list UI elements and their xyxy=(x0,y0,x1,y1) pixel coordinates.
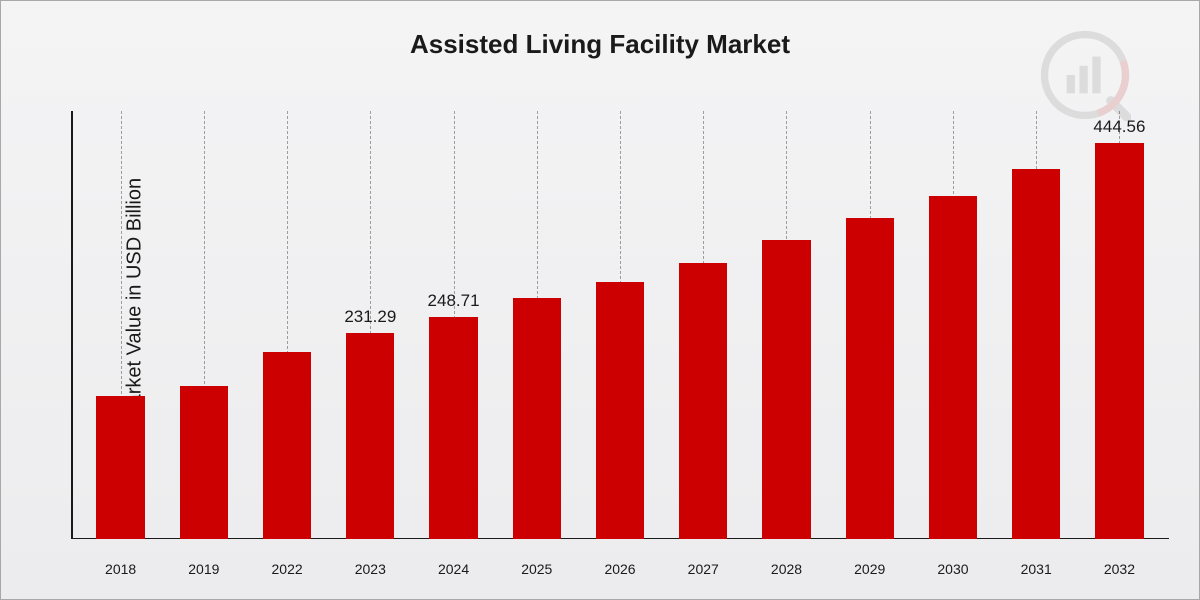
x-tick-label: 2030 xyxy=(911,561,994,577)
bar: 231.29 xyxy=(346,333,394,539)
bar xyxy=(263,352,311,539)
x-tick-label: 2031 xyxy=(995,561,1078,577)
bar xyxy=(513,298,561,539)
bar-slot xyxy=(495,111,578,539)
bar-slot xyxy=(662,111,745,539)
bar-slot xyxy=(245,111,328,539)
bar xyxy=(762,240,810,539)
bar-value-label: 248.71 xyxy=(428,291,480,311)
bar-slot xyxy=(828,111,911,539)
bar: 248.71 xyxy=(429,317,477,539)
bar-slot xyxy=(578,111,661,539)
bar-value-label: 444.56 xyxy=(1093,117,1145,137)
x-tick-label: 2022 xyxy=(245,561,328,577)
bar-slot xyxy=(745,111,828,539)
chart-title: Assisted Living Facility Market xyxy=(1,29,1199,60)
x-tick-label: 2024 xyxy=(412,561,495,577)
bar xyxy=(1012,169,1060,539)
bar-slot xyxy=(911,111,994,539)
bar xyxy=(96,396,144,539)
bar-slot: 444.56 xyxy=(1078,111,1161,539)
x-tick-label: 2032 xyxy=(1078,561,1161,577)
x-tick-label: 2018 xyxy=(79,561,162,577)
bar-slot xyxy=(162,111,245,539)
bar: 444.56 xyxy=(1095,143,1143,539)
x-tick-label: 2023 xyxy=(329,561,412,577)
bar xyxy=(929,196,977,539)
bar xyxy=(679,263,727,539)
x-tick-label: 2028 xyxy=(745,561,828,577)
plot-area: 231.29 248.71 444.56 xyxy=(71,111,1169,539)
bar xyxy=(846,218,894,539)
x-tick-label: 2026 xyxy=(578,561,661,577)
x-tick-label: 2025 xyxy=(495,561,578,577)
bar-slot xyxy=(79,111,162,539)
bar xyxy=(596,282,644,539)
bar-slot: 248.71 xyxy=(412,111,495,539)
bar xyxy=(180,386,228,539)
bars-container: 231.29 248.71 444.56 xyxy=(71,111,1169,539)
x-tick-label: 2027 xyxy=(662,561,745,577)
x-ticks: 2018201920222023202420252026202720282029… xyxy=(71,561,1169,577)
bar-slot: 231.29 xyxy=(329,111,412,539)
bar-slot xyxy=(995,111,1078,539)
x-tick-label: 2029 xyxy=(828,561,911,577)
chart-canvas: Assisted Living Facility Market Market V… xyxy=(0,0,1200,600)
bar-value-label: 231.29 xyxy=(344,307,396,327)
x-tick-label: 2019 xyxy=(162,561,245,577)
